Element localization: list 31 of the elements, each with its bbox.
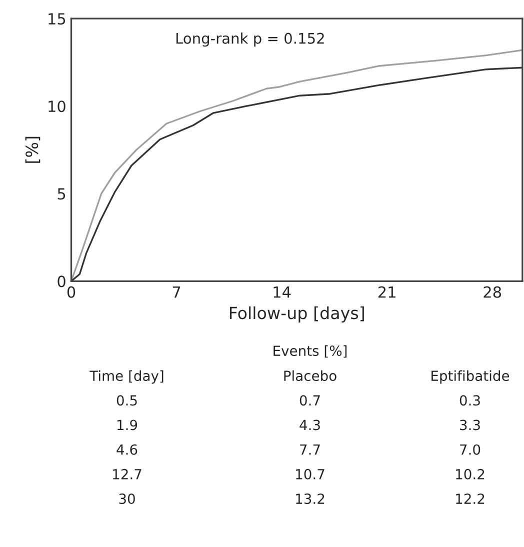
text: Events [%] (274, 345, 347, 358)
x-axis-title: Follow-up [days] (230, 306, 364, 322)
text: 7.7 (300, 444, 320, 455)
text: 0.5 (116, 395, 137, 406)
text: 0.7 (300, 395, 320, 406)
text: 10.7 (296, 468, 324, 480)
y-tick-label: 10 (48, 100, 66, 112)
x-tick-label: 28 (484, 286, 502, 298)
text: 4.6 (116, 444, 138, 455)
text: 12.2 (456, 494, 484, 504)
x-tick-label: 21 (378, 286, 396, 298)
text: Time [day] (90, 370, 164, 384)
text: Eptifibatide (432, 370, 510, 384)
y-tick-label: 15 (48, 13, 66, 25)
text: 7.0 (460, 444, 480, 455)
text: 3.3 (460, 420, 480, 430)
text: 30 (119, 494, 135, 504)
x-tick-label: 7 (172, 286, 180, 298)
text: 13.2 (296, 494, 324, 504)
y-tick-label: 5 (58, 188, 66, 200)
text: 12.7 (113, 468, 142, 480)
annotation: Long-rank p = 0.152 (176, 32, 324, 47)
text: 4.3 (300, 420, 320, 430)
y-tick-label: 0 (58, 276, 66, 288)
text: 0.3 (460, 395, 480, 406)
text: 10.2 (456, 468, 484, 480)
x-tick-label: 0 (67, 286, 76, 298)
text: Placebo (284, 370, 336, 382)
y-axis-title: [%] (25, 136, 40, 163)
text: 1.9 (117, 420, 138, 430)
x-tick-label: 14 (274, 286, 291, 298)
